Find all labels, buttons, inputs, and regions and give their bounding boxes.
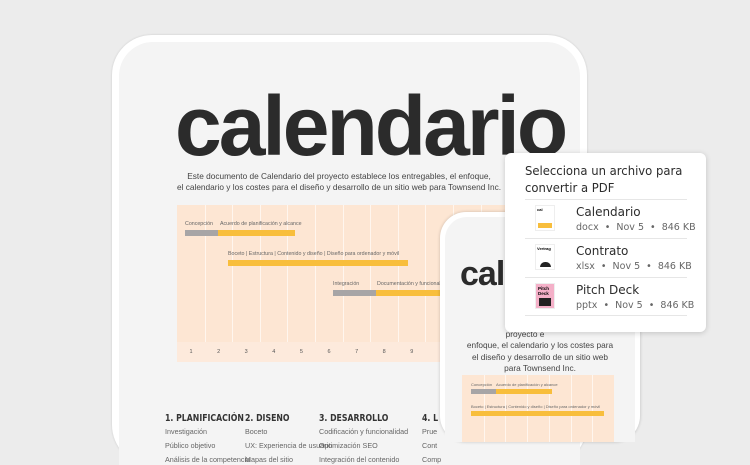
gantt-bar (185, 230, 218, 236)
description-line: para Townsend Inc. (455, 363, 625, 375)
section-heading: 3. DESARROLLO (319, 413, 392, 424)
section-item: Codificación y funcionalidad (319, 426, 408, 438)
section-item: Integración del contenido (319, 454, 408, 465)
gantt-column-line (260, 205, 261, 362)
week-number: 1 (177, 349, 205, 355)
gantt-bar (471, 411, 604, 416)
presentation-thumbnail: Pitch Deck (535, 283, 555, 309)
week-number: 3 (232, 349, 260, 355)
file-size: 846 KB (658, 261, 692, 272)
gantt-label: Concepción (471, 382, 492, 387)
gantt-column-line (315, 205, 316, 362)
file-name: Contrato (576, 244, 628, 258)
gantt-label: Acuerdo de planificación y alcance (220, 221, 302, 227)
file-date: Nov 5 (615, 300, 643, 311)
dialog-title-line: Selecciona un archivo para (525, 162, 682, 179)
gantt-label: Integración (333, 281, 359, 287)
section-heading: 2. DISEÑO (245, 413, 316, 424)
file-meta: xlsx • Nov 5 • 846 KB (576, 261, 692, 272)
week-number: 9 (398, 349, 426, 355)
gantt-bar (228, 260, 408, 266)
file-meta: pptx • Nov 5 • 846 KB (576, 300, 694, 311)
gantt-column-line (370, 205, 371, 362)
file-name: Pitch Deck (576, 283, 639, 297)
gantt-label: Boceto | Estructura | Contenido y diseño… (471, 404, 600, 409)
description-line: enfoque, el calendario y los costes para (455, 340, 625, 352)
section-item: Prue (422, 426, 442, 438)
gantt-column-line (205, 205, 206, 362)
file-meta: docx • Nov 5 • 846 KB (576, 222, 696, 233)
dialog-title-line: convertir a PDF (525, 179, 682, 196)
file-date: Nov 5 (616, 222, 644, 233)
week-number: 6 (315, 349, 343, 355)
section-column: 4. L Prue Cont Comp (422, 413, 442, 465)
gantt-bar (496, 389, 552, 394)
gantt-bar (333, 290, 376, 296)
section-column: 3. DESARROLLO Codificación y funcionalida… (319, 413, 408, 465)
section-item: Cont (422, 440, 442, 452)
gantt-label: Boceto | Estructura | Contenido y diseño… (228, 251, 399, 257)
description-line: Este documento de Calendario del proyect… (159, 171, 519, 182)
file-name: Calendario (576, 205, 641, 219)
gantt-label: Acuerdo de planificación y alcance (496, 382, 558, 387)
section-item: Optimización SEO (319, 440, 408, 452)
section-heading: 1. PLANIFICACIÓN (165, 413, 244, 424)
week-number: 5 (287, 349, 315, 355)
document-description: Este documento de Calendario del proyect… (159, 171, 519, 193)
file-type: docx (576, 222, 599, 233)
file-size: 846 KB (660, 300, 694, 311)
file-type: xlsx (576, 261, 595, 272)
divider (525, 315, 687, 316)
week-number: 8 (370, 349, 398, 355)
spreadsheet-thumbnail: Vertrag (535, 244, 555, 270)
description-line: el calendario y los costes para el diseñ… (159, 182, 519, 193)
file-date: Nov 5 (613, 261, 641, 272)
gantt-label: Concepción (185, 221, 213, 227)
phone-gantt-chart: Concepción Acuerdo de planificación y al… (462, 375, 614, 442)
gantt-column-line (232, 205, 233, 362)
week-number: 4 (260, 349, 288, 355)
file-type: pptx (576, 300, 597, 311)
week-number: 2 (205, 349, 233, 355)
section-item: Comp (422, 454, 442, 465)
week-number: 7 (343, 349, 371, 355)
file-size: 846 KB (662, 222, 696, 233)
section-heading: 4. L (422, 413, 438, 424)
document-thumbnail: cal (535, 205, 555, 231)
gantt-bar (218, 230, 295, 236)
phone-document-title: cal (460, 255, 504, 294)
gantt-bar (471, 389, 496, 394)
description-line: el diseño y desarrollo de un sitio web (455, 352, 625, 364)
gantt-column-line (287, 205, 288, 362)
